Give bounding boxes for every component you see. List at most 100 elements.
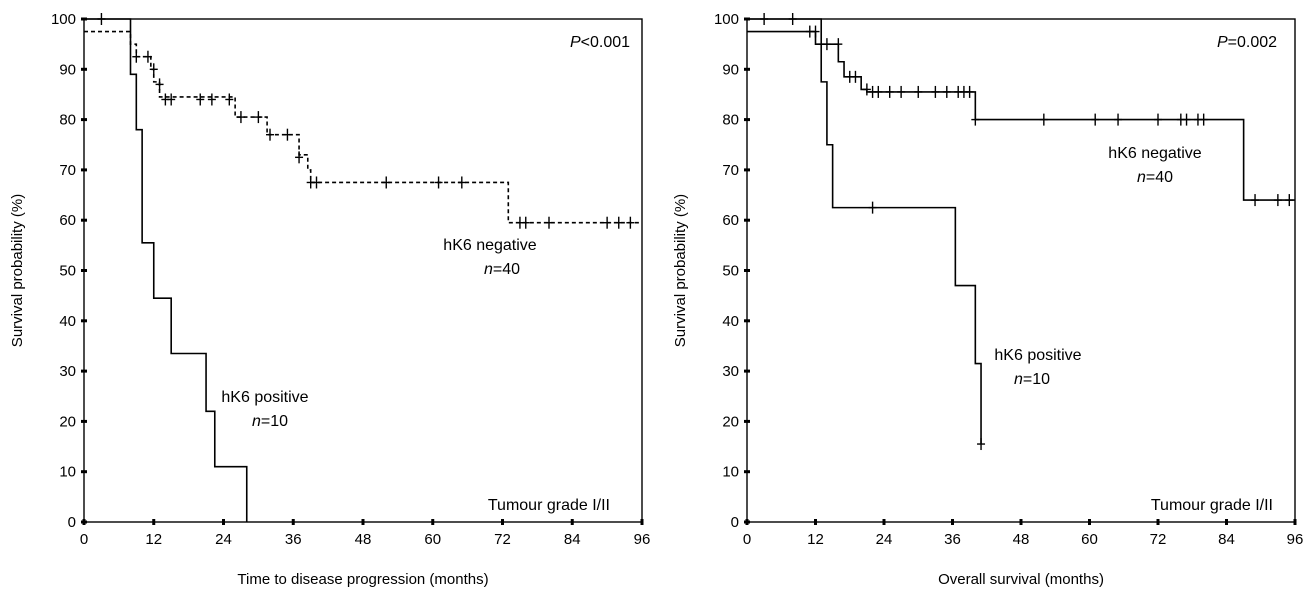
censor-mark	[167, 93, 176, 106]
series-label-n: n=10	[1014, 371, 1050, 388]
censor-mark	[1091, 113, 1100, 126]
y-tick-label: 60	[59, 212, 76, 229]
x-axis-label: Time to disease progression (months)	[237, 571, 488, 588]
censor-mark	[862, 83, 871, 96]
y-tick-label: 0	[68, 514, 76, 531]
x-tick-label: 96	[1287, 531, 1304, 548]
censor-mark	[977, 438, 986, 451]
censor-mark	[283, 128, 292, 141]
x-tick-label: 72	[1150, 531, 1167, 548]
censor-mark	[1273, 194, 1282, 207]
censor-mark	[914, 85, 923, 98]
y-tick-label: 20	[59, 413, 76, 430]
censor-mark	[971, 113, 980, 126]
n-value: =10	[261, 413, 288, 430]
censor-mark	[851, 70, 860, 83]
y-tick-label: 30	[59, 363, 76, 380]
p-value: =0.002	[1228, 34, 1277, 51]
y-tick-label: 20	[722, 413, 739, 430]
y-tick-label: 70	[59, 162, 76, 179]
censor-mark	[931, 85, 940, 98]
y-tick-label: 30	[722, 363, 739, 380]
censor-mark	[155, 78, 164, 91]
censor-mark	[885, 85, 894, 98]
p-value: <0.001	[581, 34, 630, 51]
censor-mark	[236, 111, 245, 124]
censor-mark	[811, 25, 820, 38]
p-value-annotation: P<0.001	[570, 34, 630, 51]
n-value: =10	[1023, 371, 1050, 388]
censor-mark	[822, 38, 831, 51]
series-line	[747, 30, 1295, 201]
y-tick-label: 80	[722, 112, 739, 129]
censor-mark	[312, 176, 321, 189]
censor-mark	[382, 176, 391, 189]
x-tick-label: 84	[1218, 531, 1235, 548]
x-tick-label: 96	[634, 531, 651, 548]
y-tick-label: 80	[59, 112, 76, 129]
censor-mark	[614, 216, 623, 229]
y-tick-label: 50	[722, 263, 739, 280]
censor-mark	[196, 93, 205, 106]
x-tick-label: 48	[355, 531, 372, 548]
censor-mark	[149, 63, 158, 76]
x-tick-label: 0	[80, 531, 88, 548]
x-tick-label: 48	[1013, 531, 1030, 548]
n-value: =40	[493, 261, 520, 278]
n-symbol: n	[484, 261, 493, 278]
x-tick-label: 12	[807, 531, 824, 548]
y-tick-label: 10	[59, 464, 76, 481]
chart-1: 0 10 20 30 40 50 60 70 80 90 100 0 12 24 36 48 60 72 84 96 T…	[9, 11, 650, 588]
p-symbol: P	[1217, 34, 1228, 51]
censor-mark	[266, 128, 274, 141]
series-label-n: n=40	[1137, 169, 1173, 186]
censor-mark	[874, 85, 883, 98]
plot-frame	[746, 18, 1296, 523]
n-value: =40	[1146, 169, 1173, 186]
censor-mark	[545, 216, 553, 229]
p-symbol: P	[570, 34, 581, 51]
y-axis-label: Survival probability (%)	[9, 194, 26, 347]
y-tick-label: 90	[722, 61, 739, 78]
censor-mark	[132, 50, 141, 63]
tumour-grade-annotation: Tumour grade I/II	[1151, 497, 1273, 514]
y-tick-label: 90	[59, 61, 76, 78]
p-value-annotation: P=0.002	[1217, 34, 1277, 51]
tumour-grade-annotation: Tumour grade I/II	[488, 497, 610, 514]
censor-mark	[295, 151, 304, 164]
y-tick-label: 100	[714, 11, 739, 28]
y-tick-label: 60	[722, 212, 739, 229]
censor-mark	[603, 216, 612, 229]
censor-mark	[1182, 113, 1191, 126]
series-label-name: hK6 negative	[1108, 145, 1202, 162]
censor-mark	[143, 50, 152, 63]
censor-mark	[942, 85, 951, 98]
censor-mark	[965, 85, 974, 98]
series-label-name: hK6 positive	[221, 389, 308, 406]
y-tick-label: 50	[59, 263, 76, 280]
x-tick-label: 60	[1081, 531, 1098, 548]
censor-mark	[1114, 113, 1123, 126]
x-tick-label: 24	[876, 531, 893, 548]
series-line	[84, 18, 248, 522]
censor-mark	[254, 111, 263, 124]
y-tick-label: 70	[722, 162, 739, 179]
x-tick-label: 0	[743, 531, 751, 548]
x-tick-label: 12	[145, 531, 162, 548]
n-symbol: n	[1137, 169, 1146, 186]
n-symbol: n	[252, 413, 261, 430]
censor-mark	[207, 93, 216, 106]
x-tick-label: 72	[494, 531, 511, 548]
censor-mark	[626, 216, 635, 229]
y-tick-label: 100	[51, 11, 76, 28]
series-label-n: n=10	[252, 413, 288, 430]
censor-mark	[1154, 113, 1162, 126]
y-tick-label: 10	[722, 464, 739, 481]
censor-mark	[1199, 113, 1208, 126]
y-tick-label: 40	[59, 313, 76, 330]
n-symbol: n	[1014, 371, 1023, 388]
x-axis-label: Overall survival (months)	[938, 571, 1104, 588]
censor-mark	[834, 38, 843, 51]
x-tick-label: 36	[285, 531, 302, 548]
